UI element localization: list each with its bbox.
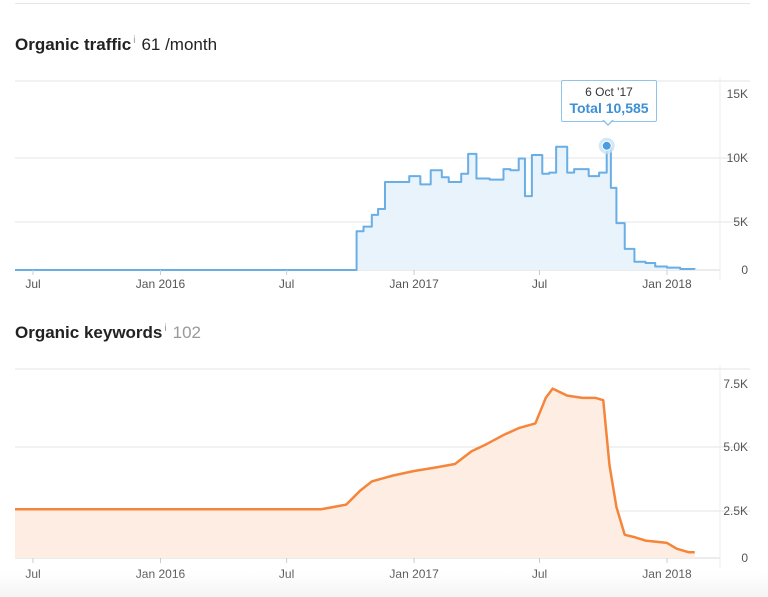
info-icon[interactable]: i bbox=[164, 323, 167, 335]
traffic-y-tick-label: 10K bbox=[727, 151, 748, 165]
traffic-x-tick-label: Jan 2017 bbox=[389, 277, 439, 291]
traffic-y-tick-label: 15K bbox=[727, 87, 748, 101]
traffic-y-tick-label: 5K bbox=[733, 215, 748, 229]
traffic-y-tick-label: 0 bbox=[741, 263, 748, 277]
organic-traffic-header: Organic traffic i 61 /month bbox=[15, 35, 217, 55]
traffic-x-tick-label: Jan 2016 bbox=[136, 277, 186, 291]
info-icon[interactable]: i bbox=[133, 35, 136, 47]
keywords-x-tick-label: Jul bbox=[532, 567, 547, 581]
traffic-x-tick-label: Jul bbox=[279, 277, 294, 291]
top-divider bbox=[15, 3, 750, 4]
organic-keywords-header: Organic keywords i 102 bbox=[15, 323, 201, 343]
traffic-series-line bbox=[15, 144, 696, 271]
keywords-series-line bbox=[15, 387, 695, 554]
keywords-x-tick-label: Jan 2016 bbox=[136, 567, 186, 581]
keywords-y-tick-label: 2.5K bbox=[723, 504, 748, 518]
organic-keywords-value: 102 bbox=[172, 323, 201, 342]
keywords-x-tick-label: Jan 2018 bbox=[642, 567, 692, 581]
highlight-point bbox=[601, 140, 612, 151]
traffic-tooltip: 6 Oct '17 Total 10,585 bbox=[561, 80, 657, 122]
keywords-y-tick-label: 5.0K bbox=[723, 440, 748, 454]
keywords-y-tick-label: 0 bbox=[741, 551, 748, 565]
keywords-x-tick-label: Jul bbox=[25, 567, 40, 581]
keywords-x-tick-label: Jul bbox=[279, 567, 294, 581]
keywords-x-tick-label: Jan 2017 bbox=[389, 567, 439, 581]
keywords-y-tick-label: 7.5K bbox=[723, 377, 748, 391]
tooltip-total: Total 10,585 bbox=[569, 100, 649, 116]
traffic-x-tick-label: Jan 2018 bbox=[642, 277, 692, 291]
organic-keywords-title: Organic keywords bbox=[15, 323, 163, 342]
traffic-x-tick-label: Jul bbox=[532, 277, 547, 291]
keywords-area-fill bbox=[15, 388, 695, 558]
traffic-area-fill bbox=[15, 145, 695, 270]
tooltip-date: 6 Oct '17 bbox=[585, 85, 633, 99]
organic-traffic-title: Organic traffic bbox=[15, 35, 132, 54]
organic-traffic-value: 61 /month bbox=[141, 35, 218, 54]
traffic-x-tick-label: Jul bbox=[25, 277, 40, 291]
tooltip-pointer-inner bbox=[603, 119, 613, 124]
